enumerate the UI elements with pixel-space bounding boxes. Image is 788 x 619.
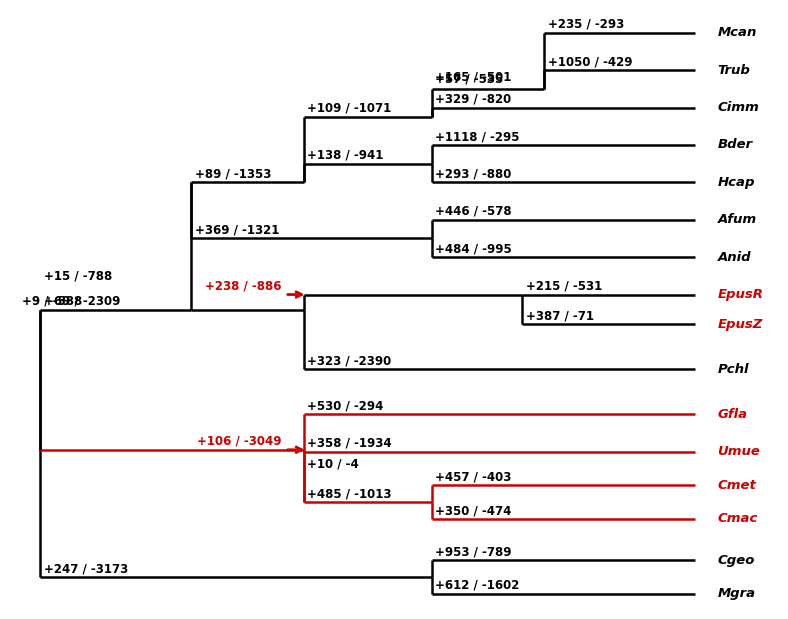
Text: +109 / -1071: +109 / -1071 [307, 102, 392, 115]
Text: Trub: Trub [718, 64, 750, 77]
Text: Umue: Umue [718, 445, 760, 458]
Text: +323 / -2390: +323 / -2390 [307, 355, 392, 368]
Text: +350 / -474: +350 / -474 [436, 504, 511, 517]
Text: +953 / -789: +953 / -789 [436, 545, 512, 558]
Text: +369 / -1321: +369 / -1321 [195, 223, 279, 236]
Text: +485 / -1013: +485 / -1013 [307, 487, 392, 500]
Text: +106 / -3049: +106 / -3049 [197, 435, 281, 448]
Text: +446 / -578: +446 / -578 [436, 205, 512, 218]
Text: +138 / -941: +138 / -941 [307, 149, 384, 162]
Text: +165 / -501: +165 / -501 [436, 70, 511, 83]
Text: Cimm: Cimm [718, 101, 760, 114]
Text: +329 / -820: +329 / -820 [436, 93, 511, 106]
Text: +293 / -880: +293 / -880 [436, 168, 511, 181]
Text: Afum: Afum [718, 213, 756, 226]
Text: +69 / -2309: +69 / -2309 [44, 295, 121, 308]
Text: Bder: Bder [718, 139, 753, 152]
Text: +612 / -1602: +612 / -1602 [436, 579, 520, 592]
Text: +57 / -535: +57 / -535 [436, 72, 504, 85]
Text: +9 / -588: +9 / -588 [21, 295, 82, 308]
Text: Cmac: Cmac [718, 513, 758, 526]
Text: +1050 / -429: +1050 / -429 [548, 55, 633, 68]
Text: +238 / -886: +238 / -886 [205, 280, 281, 293]
Text: Gfla: Gfla [718, 408, 748, 421]
Text: +215 / -531: +215 / -531 [526, 280, 602, 293]
Text: +457 / -403: +457 / -403 [436, 470, 511, 483]
Text: Cmet: Cmet [718, 479, 756, 492]
Text: +247 / -3173: +247 / -3173 [44, 562, 128, 575]
Text: +484 / -995: +484 / -995 [436, 242, 512, 255]
Text: Anid: Anid [718, 251, 751, 264]
Text: Pchl: Pchl [718, 363, 749, 376]
Text: +1118 / -295: +1118 / -295 [436, 130, 520, 143]
Text: Mgra: Mgra [718, 587, 756, 600]
Text: Mcan: Mcan [718, 26, 757, 39]
Text: +358 / -1934: +358 / -1934 [307, 437, 392, 450]
Text: +15 / -788: +15 / -788 [44, 269, 113, 282]
Text: EpusR: EpusR [718, 288, 764, 301]
Text: Cgeo: Cgeo [718, 553, 755, 566]
Text: EpusZ: EpusZ [718, 318, 763, 331]
Text: +387 / -71: +387 / -71 [526, 310, 593, 322]
Text: +89 / -1353: +89 / -1353 [195, 168, 271, 181]
Text: +235 / -293: +235 / -293 [548, 18, 624, 31]
Text: Hcap: Hcap [718, 176, 755, 189]
Text: +530 / -294: +530 / -294 [307, 399, 384, 412]
Text: +10 / -4: +10 / -4 [307, 457, 359, 470]
